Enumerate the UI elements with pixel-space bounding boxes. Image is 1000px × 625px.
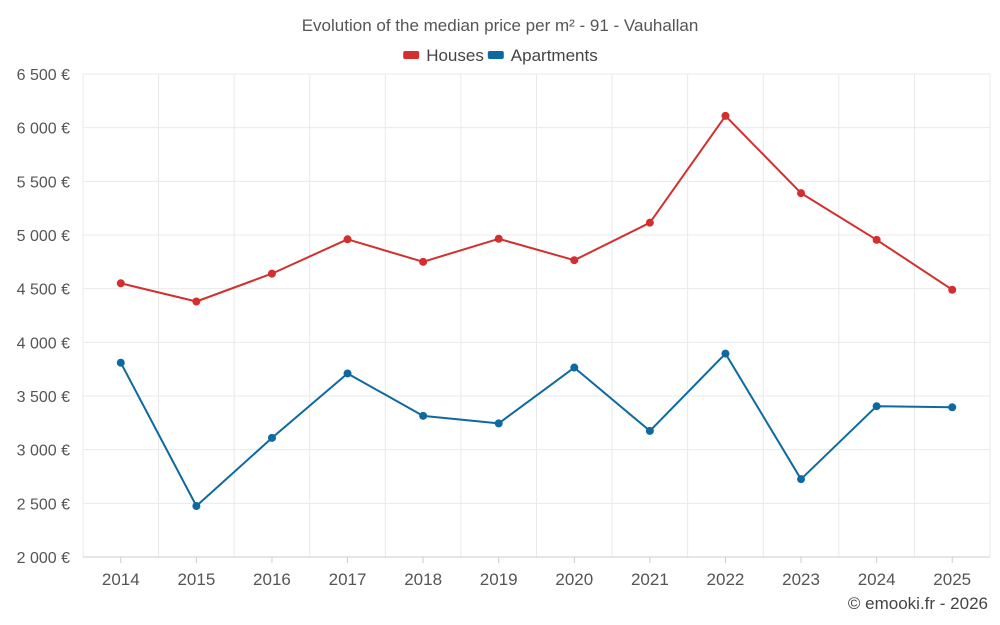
x-tick-label: 2021 (631, 570, 669, 589)
y-tick-label: 4 500 € (17, 282, 70, 299)
legend-swatch (403, 51, 420, 59)
x-tick-label: 2014 (102, 570, 140, 589)
data-point-houses[interactable] (872, 235, 881, 244)
x-tick-label: 2025 (933, 570, 971, 589)
x-tick-label: 2023 (782, 570, 820, 589)
y-tick-label: 5 000 € (17, 228, 70, 245)
legend-label: Apartments (511, 46, 598, 65)
data-point-apartments[interactable] (116, 358, 125, 367)
x-tick-label: 2019 (480, 570, 518, 589)
y-tick-label: 3 000 € (17, 443, 70, 460)
x-tick-label: 2015 (177, 570, 215, 589)
data-point-houses[interactable] (797, 189, 806, 198)
grid (82, 73, 991, 557)
y-tick-label: 5 500 € (17, 174, 70, 191)
data-point-apartments[interactable] (570, 363, 579, 372)
x-tick-label: 2017 (329, 570, 367, 589)
data-point-apartments[interactable] (419, 411, 428, 420)
data-point-apartments[interactable] (192, 502, 201, 511)
data-point-houses[interactable] (494, 234, 503, 243)
data-point-houses[interactable] (570, 256, 579, 265)
data-point-houses[interactable] (948, 285, 957, 294)
data-point-apartments[interactable] (343, 369, 352, 378)
data-point-houses[interactable] (116, 279, 125, 288)
data-point-apartments[interactable] (948, 403, 957, 412)
data-point-apartments[interactable] (267, 433, 276, 442)
x-tick-label: 2020 (555, 570, 593, 589)
data-point-houses[interactable] (192, 297, 201, 306)
y-tick-label: 4 000 € (17, 335, 70, 352)
data-point-houses[interactable] (721, 111, 730, 120)
series-line-apartments (119, 352, 953, 507)
y-tick-label: 6 500 € (17, 67, 70, 84)
data-point-apartments[interactable] (494, 419, 503, 428)
data-point-houses[interactable] (419, 257, 428, 266)
x-tick-label: 2018 (404, 570, 442, 589)
series-layer (116, 111, 957, 511)
y-tick-label: 2 500 € (17, 496, 70, 513)
data-point-houses[interactable] (267, 269, 276, 278)
x-tick-label: 2024 (858, 570, 896, 589)
y-tick-label: 2 000 € (17, 550, 70, 567)
x-tick-label: 2022 (707, 570, 745, 589)
legend[interactable]: Houses Apartments (403, 46, 598, 65)
credit-text: © emooki.fr - 2026 (848, 594, 988, 613)
y-tick-label: 6 000 € (17, 121, 70, 138)
data-point-apartments[interactable] (721, 349, 730, 358)
legend-item-apartments[interactable]: Apartments (487, 46, 598, 65)
legend-label: Houses (426, 46, 484, 65)
axes: 2 000 € 2 500 € 3 000 € 3 500 € 4 000 € 4 500… (17, 67, 990, 589)
data-point-houses[interactable] (343, 235, 352, 244)
legend-item-houses[interactable]: Houses (403, 46, 484, 65)
series-line-houses (120, 114, 953, 303)
x-tick-label: 2016 (253, 570, 291, 589)
y-tick-label: 3 500 € (17, 389, 70, 406)
data-point-apartments[interactable] (645, 426, 654, 435)
legend-swatch (487, 51, 504, 59)
chart-title: Evolution of the median price per m² - 9… (302, 16, 699, 35)
data-point-apartments[interactable] (797, 475, 806, 484)
data-point-houses[interactable] (645, 218, 654, 227)
data-point-apartments[interactable] (872, 402, 881, 411)
